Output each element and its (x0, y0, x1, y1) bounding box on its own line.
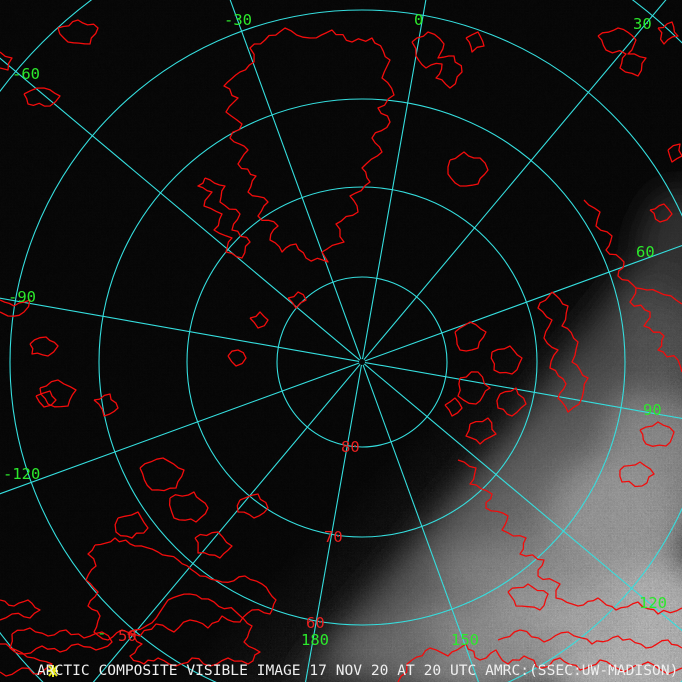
coastline-path (597, 27, 647, 77)
latitude-circle-60 (98, 98, 626, 626)
latitude-circle-80 (276, 276, 448, 448)
longitude-label: 30 (633, 15, 652, 33)
coastline-path (465, 417, 497, 445)
coastline-path (0, 51, 13, 71)
coastline-path (411, 31, 463, 89)
meridian-line-0 (361, 0, 427, 360)
longitude-label: -120 (3, 465, 40, 483)
coastline-path (249, 311, 269, 329)
coastline-path (454, 321, 487, 352)
meridian-line--120 (0, 362, 360, 495)
coastline-path (139, 457, 185, 492)
coastline-path (197, 177, 251, 259)
latitude-label: 70 (324, 528, 343, 546)
latitude-label: 80 (341, 438, 360, 456)
longitude-label: - (97, 624, 106, 642)
coastline-path (127, 593, 261, 667)
coastline-path (465, 31, 485, 53)
grid-label-layer: -30 0 30 -60 -90 -120 - 180 150 60 90 120 80 70 60 50 (3, 11, 667, 649)
coastline-path (287, 291, 307, 309)
coastline-path (490, 345, 523, 375)
longitude-label: -90 (8, 288, 36, 306)
coastline-path (667, 143, 682, 163)
coastline-path (29, 336, 59, 357)
coastline-path (223, 27, 395, 263)
meridian-line--30 (229, 0, 362, 360)
coastline-path (657, 21, 679, 45)
longitude-label: 0 (414, 11, 423, 29)
longitude-label: -30 (224, 11, 252, 29)
coastline-path (168, 491, 209, 523)
coastline-path (0, 299, 31, 317)
coastline-path (35, 390, 57, 408)
longitude-label: -60 (12, 65, 40, 83)
latitude-circle-50 (9, 9, 682, 682)
coastline-path (496, 387, 527, 417)
coastline-path (9, 627, 113, 655)
coastline-path (619, 461, 655, 488)
longitude-label: 60 (636, 243, 655, 261)
meridian-line--150 (92, 363, 361, 682)
station-marker-icon (48, 665, 58, 677)
coastline-path (397, 643, 682, 682)
meridian-line-120 (363, 363, 682, 632)
meridian-line-180 (305, 364, 363, 682)
coastline-path (0, 599, 41, 621)
longitude-label: 150 (451, 631, 479, 649)
coastline-path (635, 287, 682, 305)
coastline-path (57, 19, 99, 45)
coastline-path (236, 493, 269, 519)
latitude-circle-70 (186, 186, 538, 538)
coastline-path (639, 421, 675, 447)
coastline-path (457, 459, 682, 615)
coastline-path (227, 349, 247, 367)
coastline-layer (0, 19, 682, 682)
coastline-path (649, 203, 673, 223)
meridian-line-60 (364, 244, 682, 362)
coastline-path (457, 371, 491, 405)
coastline-path (497, 629, 682, 649)
coastline-path (507, 583, 549, 611)
coastline-path (23, 87, 61, 107)
longitude-label: 180 (301, 631, 329, 649)
meridian-line-150 (362, 364, 480, 682)
coastline-path (444, 397, 463, 417)
coastline-path (194, 531, 233, 559)
meridian-line-30 (363, 0, 667, 361)
coastline-path (85, 537, 277, 641)
coastline-path (114, 511, 149, 539)
coastline-path (537, 291, 589, 413)
meridian-line-90 (364, 361, 682, 419)
coastline-path (93, 393, 119, 417)
latitude-label: 60 (306, 614, 325, 632)
coastline-path (447, 151, 489, 187)
coastline-path (39, 379, 77, 408)
meridian-line--60 (0, 57, 361, 361)
longitude-label: 90 (643, 401, 662, 419)
longitude-label: 120 (639, 594, 667, 612)
latitude-label: 50 (118, 627, 137, 645)
meridian-line--90 (0, 297, 360, 363)
coastline-path (583, 199, 682, 373)
